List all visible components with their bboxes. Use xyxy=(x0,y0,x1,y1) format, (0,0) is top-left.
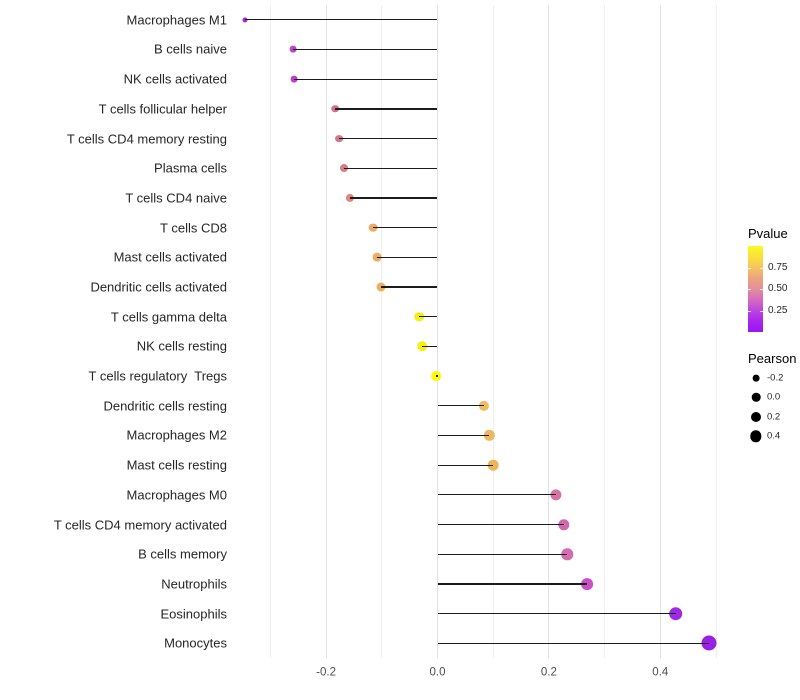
gridline xyxy=(325,5,327,658)
pvalue-tick-label: 0.25 xyxy=(768,304,788,316)
lollipop-stem xyxy=(373,226,438,229)
pearson-legend-dot xyxy=(752,374,760,382)
category-label: T cells CD8 xyxy=(160,220,227,236)
lollipop-stem xyxy=(437,583,587,585)
lollipop-dot xyxy=(580,578,593,590)
category-label: Macrophages M2 xyxy=(126,427,227,443)
lollipop-stem xyxy=(335,108,438,110)
lollipop-stem xyxy=(437,434,490,437)
lollipop-stem xyxy=(437,464,494,466)
category-label: T cells gamma delta xyxy=(110,309,227,325)
pearson-legend-dot xyxy=(751,411,761,422)
category-label: Macrophages M0 xyxy=(126,487,227,503)
gridline xyxy=(437,5,438,658)
gridline xyxy=(604,5,606,658)
category-label: Eosinophils xyxy=(160,606,228,622)
category-label: Mast cells resting xyxy=(126,457,227,473)
pearson-legend-dot xyxy=(750,430,762,442)
category-label: Dendritic cells resting xyxy=(103,398,227,414)
pvalue-legend-title: Pvalue xyxy=(748,226,788,241)
pearson-legend-label: -0.2 xyxy=(767,372,784,384)
lollipop-stem xyxy=(419,316,438,318)
gridline xyxy=(715,5,717,658)
pvalue-tick-mark xyxy=(748,310,751,312)
lollipop-stem xyxy=(350,197,438,199)
lollipop-stem xyxy=(422,345,438,348)
lollipop-stem xyxy=(294,78,438,80)
pvalue-tick-mark xyxy=(748,267,751,269)
lollipop-stem xyxy=(437,642,709,644)
category-label: B cells memory xyxy=(138,546,227,562)
lollipop-stem xyxy=(437,553,568,555)
lollipop-stem xyxy=(437,523,564,526)
category-label: Neutrophils xyxy=(161,576,227,592)
lollipop-stem xyxy=(376,256,438,258)
gridline xyxy=(548,5,550,658)
lollipop-dot xyxy=(701,635,717,651)
lollipop-stem xyxy=(437,494,556,496)
category-label: T cells CD4 naive xyxy=(125,190,227,206)
pvalue-gradient-bar xyxy=(748,246,763,332)
pvalue-legend: Pvalue 0.75 0.50 0.25 xyxy=(748,226,800,332)
pvalue-tick-mark xyxy=(760,289,763,290)
lollipop-stem xyxy=(293,48,438,51)
category-label: T cells CD4 memory resting xyxy=(66,131,227,147)
lollipop-stem xyxy=(339,137,438,140)
x-axis-tick-label: -0.2 xyxy=(316,666,337,679)
category-label: T cells regulatory Tregs xyxy=(88,368,227,384)
lollipop-dot xyxy=(549,489,562,501)
x-axis-tick-label: 0.0 xyxy=(429,666,446,679)
gridline xyxy=(381,5,383,658)
pearson-legend-label: 0.2 xyxy=(767,411,781,423)
category-label: Monocytes xyxy=(164,635,227,651)
lollipop-dot xyxy=(484,430,495,441)
gridline xyxy=(659,5,661,658)
lollipop-stem xyxy=(344,167,438,169)
lollipop-dot xyxy=(479,400,490,411)
gridline xyxy=(492,5,494,658)
category-label: T cells follicular helper xyxy=(98,101,227,117)
category-label: Plasma cells xyxy=(154,160,227,176)
category-label: T cells CD4 memory activated xyxy=(53,517,227,533)
x-axis-tick-label: 0.4 xyxy=(652,666,669,679)
lollipop-stem xyxy=(437,405,485,407)
lollipop-stem xyxy=(437,612,676,615)
pearson-legend-dot xyxy=(751,393,761,402)
x-axis-tick-label: 0.2 xyxy=(540,666,557,679)
lollipop-stem xyxy=(381,286,438,288)
category-label: B cells naive xyxy=(154,41,227,57)
category-label: Dendritic cells activated xyxy=(90,279,227,295)
pearson-legend: Pearson -0.2 0.0 0.2 0.4 xyxy=(748,351,800,442)
pvalue-tick-mark xyxy=(760,310,763,312)
pvalue-tick-label: 0.75 xyxy=(768,261,788,273)
lollipop-dot xyxy=(669,606,683,621)
lollipop-stem xyxy=(244,19,438,21)
lollipop-dot xyxy=(558,518,570,531)
pvalue-tick-mark xyxy=(760,267,763,269)
gridline xyxy=(269,5,271,658)
pearson-legend-title: Pearson xyxy=(748,351,797,366)
lollipop-stem xyxy=(435,375,438,377)
category-label: Macrophages M1 xyxy=(126,12,227,28)
lollipop-dot xyxy=(561,548,573,560)
pvalue-tick-label: 0.50 xyxy=(768,283,788,294)
pvalue-tick-mark xyxy=(748,289,751,290)
pearson-legend-label: 0.4 xyxy=(767,430,781,442)
pearson-legend-label: 0.0 xyxy=(767,391,781,403)
category-label: NK cells resting xyxy=(136,338,227,354)
category-label: Mast cells activated xyxy=(113,249,227,265)
category-label: NK cells activated xyxy=(123,71,227,87)
